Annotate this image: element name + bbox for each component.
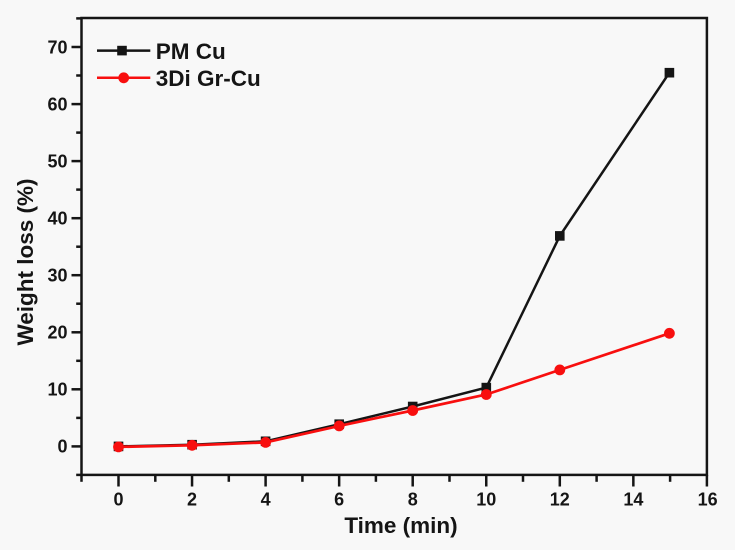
svg-text:8: 8 <box>408 490 418 510</box>
svg-text:40: 40 <box>47 209 67 229</box>
svg-text:60: 60 <box>47 94 67 114</box>
svg-text:6: 6 <box>334 490 344 510</box>
svg-text:16: 16 <box>698 490 718 510</box>
svg-text:PM Cu: PM Cu <box>156 39 226 64</box>
svg-text:10: 10 <box>476 490 496 510</box>
svg-text:14: 14 <box>623 490 643 510</box>
svg-text:12: 12 <box>550 490 570 510</box>
svg-text:Time (min): Time (min) <box>344 513 457 538</box>
svg-text:30: 30 <box>47 266 67 286</box>
svg-text:70: 70 <box>47 37 67 57</box>
svg-text:20: 20 <box>47 323 67 343</box>
svg-text:50: 50 <box>47 151 67 171</box>
svg-text:0: 0 <box>113 490 123 510</box>
svg-text:Weight loss (%): Weight loss (%) <box>13 178 38 345</box>
svg-text:3Di Gr-Cu: 3Di Gr-Cu <box>156 66 261 91</box>
svg-text:2: 2 <box>187 490 197 510</box>
svg-text:10: 10 <box>47 380 67 400</box>
svg-text:4: 4 <box>261 490 271 510</box>
svg-text:0: 0 <box>57 437 67 457</box>
